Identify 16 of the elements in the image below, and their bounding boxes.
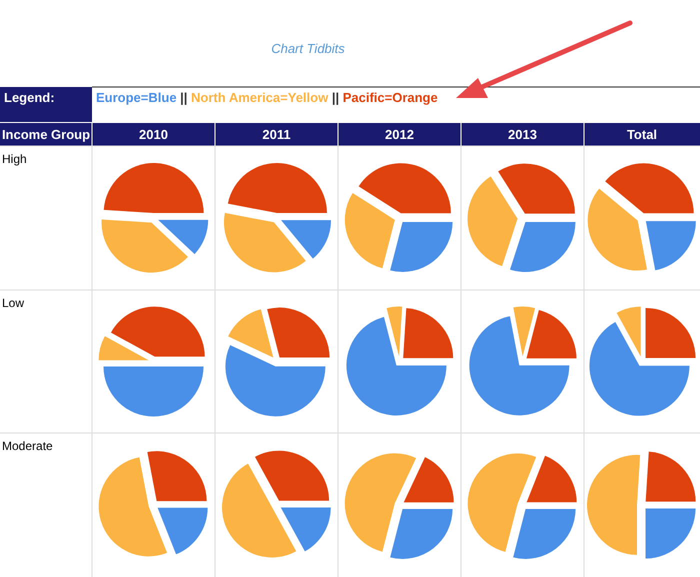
chart-title: 2012 (385, 127, 414, 142)
text: Income Group (2, 127, 90, 142)
text: Legend: (4, 90, 55, 105)
text: North America=Yellow (191, 90, 330, 105)
text: High (2, 152, 27, 166)
text: Moderate (2, 439, 54, 453)
text: Pacific=Orange (342, 90, 438, 105)
text: Chart Tidbits (271, 41, 346, 56)
text: || (328, 90, 343, 105)
chart-title: 2013 (508, 127, 537, 142)
text: || (176, 90, 192, 105)
chart-title: 2010 (139, 127, 168, 142)
text: Low (2, 296, 24, 310)
text: Europe=Blue (96, 90, 177, 105)
chart-title: 2011 (262, 127, 291, 142)
chart-title: Total (626, 127, 658, 142)
